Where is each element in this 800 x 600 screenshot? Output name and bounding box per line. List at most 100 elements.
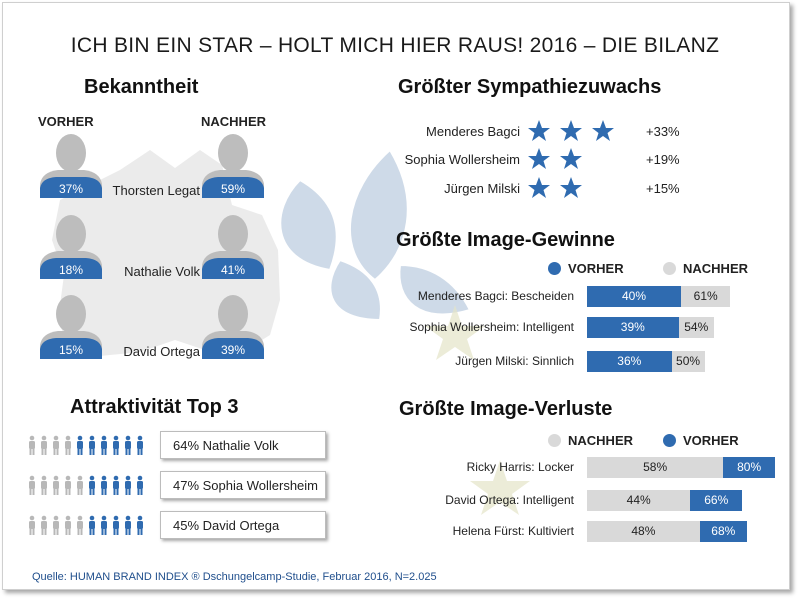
figure-body	[125, 441, 131, 449]
star-shape	[560, 120, 582, 141]
star-shape	[560, 177, 582, 198]
figure-leg	[92, 448, 95, 455]
bekanntheit-heading: Bekanntheit	[84, 76, 199, 98]
figure-leg	[80, 448, 83, 455]
figure-body	[65, 521, 71, 529]
figure-leg	[41, 448, 44, 455]
sympathie-name: Sophia Wollersheim	[404, 152, 520, 167]
figure-head	[53, 515, 59, 521]
figure-head	[77, 435, 83, 441]
figure-leg	[65, 528, 68, 535]
silhouette-fill	[40, 258, 102, 279]
bar-value-before: 40%	[621, 289, 647, 303]
percent-label: 41%	[221, 263, 245, 277]
before-label: VORHER	[38, 114, 94, 129]
bar-before	[587, 351, 672, 372]
bar-category-label: David Ortega: Intelligent	[445, 493, 574, 507]
figure-body	[113, 481, 119, 489]
star-icon	[560, 120, 582, 141]
person-silhouette-icon: 37%	[40, 134, 102, 198]
figure-body	[41, 481, 47, 489]
bar-category-label: Ricky Harris: Locker	[466, 460, 574, 474]
figure-leg	[56, 448, 59, 455]
figure-leg	[104, 448, 107, 455]
silhouette-head	[218, 295, 248, 333]
star-icon	[528, 177, 550, 198]
star-shape	[528, 148, 550, 169]
figure-head	[89, 435, 95, 441]
bar-value-after: 44%	[626, 493, 651, 507]
silhouette-fill	[202, 338, 264, 359]
figure-head	[137, 475, 143, 481]
figure-leg	[89, 448, 92, 455]
silhouette-head	[218, 215, 248, 253]
figure-body	[113, 521, 119, 529]
legend-dot-before	[548, 262, 561, 275]
leaf-decoration	[279, 148, 472, 322]
figure-leg	[41, 488, 44, 495]
figure-head	[113, 475, 119, 481]
percent-label: 59%	[221, 182, 245, 196]
percent-label: 15%	[59, 343, 83, 357]
figure-leg	[32, 488, 35, 495]
bar-before	[587, 286, 681, 307]
figure-body	[53, 441, 59, 449]
silhouette-fill	[202, 177, 264, 198]
figure-head	[89, 475, 95, 481]
gewinne-legend-after: NACHHER	[683, 261, 748, 276]
bar-value-after: 50%	[676, 354, 701, 368]
figure-body	[101, 481, 107, 489]
figure-leg	[92, 488, 95, 495]
figure-body	[77, 441, 83, 449]
bar-before	[587, 317, 679, 338]
figure-leg	[140, 528, 143, 535]
figure-head	[41, 435, 47, 441]
figure-leg	[104, 528, 107, 535]
figure-head	[29, 435, 35, 441]
figure-head	[77, 475, 83, 481]
figure-leg	[89, 488, 92, 495]
legend-dot-before-2	[663, 434, 676, 447]
figure-head	[101, 515, 107, 521]
person-name: Thorsten Legat	[112, 183, 200, 198]
figure-leg	[104, 488, 107, 495]
star-shape	[560, 148, 582, 169]
sympathie-value: +19%	[646, 152, 680, 167]
person-silhouette-icon: 39%	[202, 295, 264, 359]
figure-leg	[77, 528, 80, 535]
figure-head	[113, 515, 119, 521]
figure-leg	[116, 488, 119, 495]
figure-leg	[89, 528, 92, 535]
figure-leg	[53, 448, 56, 455]
figure-leg	[29, 528, 32, 535]
figure-leg	[44, 488, 47, 495]
star-icon	[560, 177, 582, 198]
figure-leg	[44, 448, 47, 455]
figure-head	[125, 475, 131, 481]
person-name: Nathalie Volk	[124, 264, 200, 279]
figure-head	[137, 435, 143, 441]
gewinne-heading: Größte Image-Gewinne	[396, 229, 615, 251]
figure-head	[29, 515, 35, 521]
percent-label: 37%	[59, 182, 83, 196]
figure-leg	[125, 488, 128, 495]
sympathie-heading: Größter Sympathiezuwachs	[398, 76, 662, 98]
figure-leg	[128, 488, 131, 495]
bar-value-after: 61%	[693, 289, 718, 303]
figure-head	[41, 475, 47, 481]
figure-head	[125, 515, 131, 521]
silhouette-fill	[202, 258, 264, 279]
percent-label: 39%	[221, 343, 245, 357]
page-title: ICH BIN EIN STAR – HOLT MICH HIER RAUS! …	[70, 34, 720, 57]
figure-head	[125, 435, 131, 441]
attraktivitaet-callout: 64% Nathalie Volk	[160, 431, 326, 459]
silhouette-fill	[40, 177, 102, 198]
figure-body	[137, 441, 143, 449]
star-icon	[592, 120, 614, 141]
figure-leg	[128, 448, 131, 455]
figure-leg	[137, 488, 140, 495]
figure-body	[137, 521, 143, 529]
figure-leg	[32, 448, 35, 455]
figure-body	[65, 481, 71, 489]
